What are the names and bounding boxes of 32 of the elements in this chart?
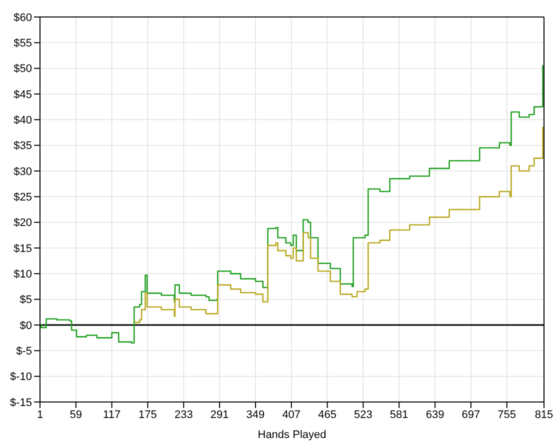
x-tick-label: 175 — [138, 408, 157, 421]
x-tick-label: 755 — [498, 408, 516, 421]
x-tick-label: 407 — [282, 408, 301, 421]
y-tick-label: $-5 — [16, 346, 32, 358]
x-tick-label: 581 — [390, 408, 408, 421]
x-tick-label: 349 — [246, 408, 265, 421]
x-tick-label: 697 — [462, 408, 480, 421]
x-tick-label: 639 — [426, 408, 444, 421]
y-tick-label: $20 — [14, 217, 32, 230]
y-tick-label: $50 — [14, 63, 32, 76]
x-axis-title: Hands Played — [258, 429, 326, 441]
x-tick-label: 815 — [534, 408, 554, 421]
y-tick-label: $-10 — [10, 371, 32, 384]
y-tick-label: $15 — [14, 242, 32, 255]
y-tick-label: $-15 — [10, 396, 32, 409]
x-tick-label: 291 — [210, 408, 229, 421]
x-tick-label: 233 — [174, 408, 193, 421]
x-tick-label: 1 — [36, 408, 44, 421]
y-tick-label: $35 — [14, 140, 32, 152]
x-tick-label: 523 — [354, 408, 372, 421]
y-tick-label: $60 — [14, 12, 32, 24]
y-tick-label: $25 — [14, 192, 32, 204]
y-tick-label: $5 — [20, 294, 32, 306]
y-tick-label: $40 — [14, 114, 32, 127]
y-tick-label: $55 — [14, 38, 32, 50]
y-tick-label: $10 — [14, 268, 32, 281]
x-tick-label: 465 — [318, 408, 336, 421]
y-tick-label: $30 — [14, 166, 32, 178]
y-tick-label: $45 — [14, 88, 32, 101]
y-tick-label: $0 — [20, 320, 32, 332]
x-tick-label: 117 — [103, 408, 121, 421]
x-tick-label: 59 — [70, 408, 82, 421]
